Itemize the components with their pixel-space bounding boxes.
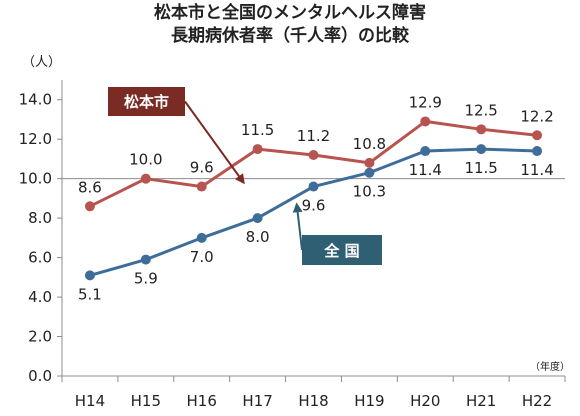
y-tick-label: 10.0 — [19, 170, 52, 188]
callout-arrow — [292, 202, 303, 251]
data-point — [84, 270, 95, 281]
x-tick-label: H14 — [75, 392, 105, 410]
data-point — [532, 146, 543, 157]
x-tick-label: H15 — [131, 392, 161, 410]
data-point — [84, 201, 95, 212]
data-point — [140, 173, 151, 184]
data-label: 10.3 — [353, 183, 386, 201]
y-tick-label: 4.0 — [28, 288, 52, 306]
data-point — [196, 181, 207, 192]
data-label: 5.1 — [78, 285, 102, 303]
data-point — [252, 144, 263, 155]
data-label: 11.5 — [241, 121, 274, 139]
data-point — [364, 157, 375, 168]
data-label: 10.0 — [129, 151, 162, 169]
data-label: 5.9 — [134, 270, 158, 288]
data-point — [420, 146, 431, 157]
chart-title: 松本市と全国のメンタルヘルス障害 長期病休者率（千人率）の比較 — [0, 2, 580, 48]
data-label: 9.6 — [190, 159, 214, 177]
data-label: 8.0 — [246, 228, 270, 246]
x-tick-label: H17 — [242, 392, 272, 410]
data-point — [140, 254, 151, 265]
x-tick-label: H20 — [410, 392, 440, 410]
data-point — [308, 149, 319, 160]
callout-label: 松本市 — [124, 93, 169, 111]
data-label: 8.6 — [78, 178, 102, 196]
data-point — [532, 130, 543, 141]
y-tick-label: 12.0 — [19, 130, 52, 148]
data-label: 12.2 — [520, 107, 553, 125]
y-tick-label: 6.0 — [28, 249, 52, 267]
x-tick-label: H21 — [466, 392, 496, 410]
y-tick-label: 0.0 — [28, 367, 52, 385]
data-point — [252, 213, 263, 224]
chart-title-line-2: 長期病休者率（千人率）の比較 — [171, 26, 409, 46]
data-point — [308, 181, 319, 192]
x-tick-label: H19 — [354, 392, 384, 410]
data-point — [196, 232, 207, 243]
data-label: 7.0 — [190, 248, 214, 266]
y-tick-label: 8.0 — [28, 209, 52, 227]
data-point — [476, 144, 487, 155]
y-tick-label: 14.0 — [19, 91, 52, 109]
data-label: 9.6 — [302, 197, 326, 215]
data-label: 11.2 — [297, 127, 330, 145]
x-tick-label: H22 — [522, 392, 552, 410]
callout-label: 全 国 — [323, 242, 359, 260]
callout-box — [302, 235, 382, 265]
chart-title-line-1: 松本市と全国のメンタルヘルス障害 — [154, 3, 426, 23]
data-label: 12.9 — [409, 93, 442, 111]
data-label: 10.8 — [353, 135, 386, 153]
data-label: 11.4 — [409, 161, 442, 179]
data-point — [420, 116, 431, 127]
data-label: 11.4 — [520, 161, 553, 179]
x-unit-label: （年度） — [530, 360, 570, 373]
data-label: 12.5 — [464, 101, 497, 119]
y-unit-label: （人） — [22, 55, 61, 70]
data-label: 11.5 — [464, 159, 497, 177]
data-point — [364, 167, 375, 178]
x-tick-label: H18 — [298, 392, 328, 410]
callout-arrow — [184, 100, 245, 185]
y-tick-label: 2.0 — [28, 328, 52, 346]
callout-box — [108, 87, 185, 116]
data-point — [476, 124, 487, 135]
x-tick-label: H16 — [187, 392, 217, 410]
